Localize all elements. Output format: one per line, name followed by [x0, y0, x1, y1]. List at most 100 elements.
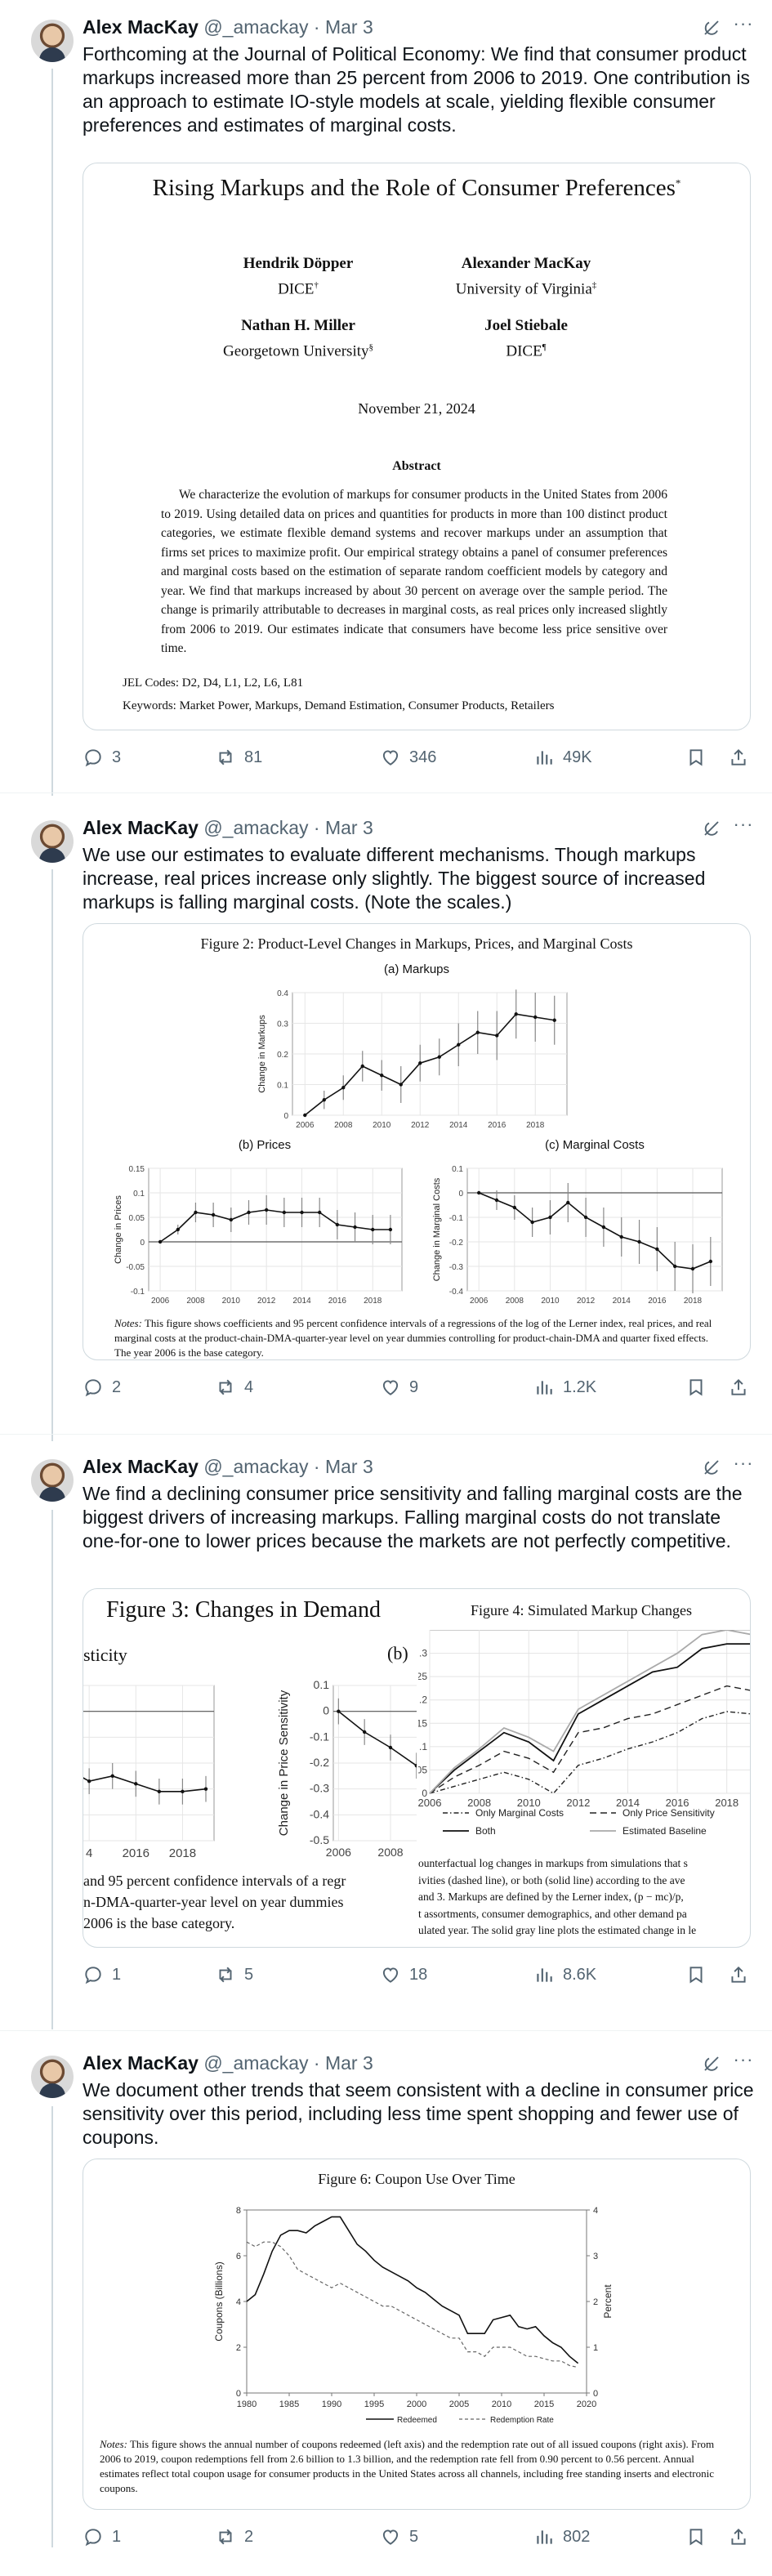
- figure-image[interactable]: Figure 2: Product-Level Changes in Marku…: [83, 923, 751, 1360]
- author-name-1: Hendrik Döpper: [243, 255, 354, 272]
- plot-frame: [466, 1167, 723, 1292]
- views-icon: [537, 1381, 552, 1395]
- x-tick-label: 2005: [449, 2400, 469, 2409]
- tweet[interactable]: Alex MacKay @_amackay · Mar 3 ··· We fin…: [0, 1440, 772, 2028]
- tweet-text: We document other trends that seem consi…: [83, 2079, 754, 2148]
- figure-4-note-line: ivities (dashed line), or both (solid li…: [418, 1873, 685, 1886]
- avatar[interactable]: [31, 2056, 74, 2098]
- bookmark-button[interactable]: [685, 745, 715, 770]
- data-point: [708, 1259, 713, 1264]
- avatar[interactable]: [31, 1459, 74, 1502]
- x-tick-label: 2006: [470, 1297, 489, 1306]
- views-button[interactable]: 49K: [533, 745, 592, 770]
- author-name[interactable]: Alex MacKay: [83, 16, 199, 38]
- share-button[interactable]: [728, 2525, 757, 2549]
- author-handle[interactable]: @_amackay: [203, 2052, 309, 2074]
- avatar[interactable]: [31, 820, 74, 863]
- share-button[interactable]: [728, 1962, 757, 1987]
- author-handle[interactable]: @_amackay: [203, 16, 309, 38]
- more-icon[interactable]: ···: [733, 13, 754, 33]
- grok-icon[interactable]: [702, 1458, 721, 1477]
- figure-image[interactable]: Figure 3: Changes in Demand sticity (b) …: [83, 1588, 751, 1948]
- x-tick-label: 2010: [541, 1297, 560, 1306]
- x-tick-label: 2016: [328, 1297, 347, 1306]
- x-tick-label: 2016: [488, 1121, 506, 1130]
- tweet-text: We use our estimates to evaluate differe…: [83, 844, 706, 913]
- x-tick-label: 2016: [123, 1846, 149, 1860]
- data-point: [530, 1220, 534, 1225]
- y-tick-label: -0.4: [310, 1807, 329, 1820]
- tweet-text: Forthcoming at the Journal of Political …: [83, 43, 750, 136]
- repost-icon: [219, 749, 232, 766]
- grok-icon[interactable]: [702, 18, 721, 38]
- reply-count: 2: [112, 1377, 122, 1396]
- tweet-header: Alex MacKay @_amackay · Mar 3 ···: [83, 1453, 754, 1477]
- y-tick-label: 0.1: [452, 1165, 463, 1174]
- paper-image[interactable]: Rising Markups and the Role of Consumer …: [83, 163, 751, 730]
- data-point: [371, 1227, 375, 1232]
- tweet-date[interactable]: Mar 3: [324, 817, 373, 838]
- data-point: [672, 1264, 677, 1269]
- data-point: [134, 1782, 138, 1786]
- repost-button[interactable]: 81: [215, 745, 262, 770]
- repost-button[interactable]: 2: [215, 2525, 253, 2549]
- data-point: [399, 1083, 403, 1087]
- author-handle[interactable]: @_amackay: [203, 817, 309, 838]
- share-button[interactable]: [728, 745, 757, 770]
- repost-count: 81: [244, 748, 263, 766]
- tweet-date[interactable]: Mar 3: [324, 1456, 373, 1477]
- avatar[interactable]: [31, 20, 74, 62]
- share-button[interactable]: [728, 1375, 757, 1400]
- data-point: [388, 1745, 393, 1750]
- reply-button[interactable]: 3: [83, 745, 121, 770]
- y-tick-label: -0.2: [310, 1756, 329, 1769]
- reply-button[interactable]: 1: [83, 2525, 121, 2549]
- author-handle[interactable]: @_amackay: [203, 1456, 309, 1477]
- data-point: [110, 1774, 114, 1779]
- views-button[interactable]: 1.2K: [533, 1375, 596, 1400]
- tweet-date[interactable]: Mar 3: [324, 2052, 373, 2074]
- more-icon[interactable]: ···: [733, 814, 754, 834]
- grok-icon[interactable]: [702, 819, 721, 838]
- bookmark-icon: [689, 749, 703, 766]
- reply-count: 1: [112, 1965, 122, 1984]
- bookmark-button[interactable]: [685, 1962, 715, 1987]
- like-button[interactable]: 346: [380, 745, 436, 770]
- author-name-3: Nathan H. Miller: [241, 317, 355, 334]
- more-icon[interactable]: ···: [733, 1453, 754, 1473]
- coupon-use-chart: 0 2 4 6 8 0 1 2 3 4 1980 1985 1990 1995 2000 2005 2010 20…: [213, 2206, 614, 2425]
- tweet[interactable]: Alex MacKay @_amackay · Mar 3 ··· We doc…: [0, 2036, 772, 2576]
- author-name[interactable]: Alex MacKay: [83, 817, 199, 838]
- tweet-actions: 1 5 18 8.6K: [83, 1962, 751, 1987]
- views-button[interactable]: 802: [533, 2525, 590, 2549]
- like-button[interactable]: 5: [380, 2525, 418, 2549]
- author-affil-4: DICE: [506, 342, 542, 360]
- like-button[interactable]: 18: [380, 1962, 427, 1987]
- like-button[interactable]: 9: [380, 1375, 418, 1400]
- thread-line: [51, 1510, 53, 2029]
- repost-button[interactable]: 5: [215, 1962, 253, 1987]
- y-tick-label: 6: [236, 2252, 241, 2261]
- reply-count: 1: [112, 2527, 122, 2546]
- views-button[interactable]: 8.6K: [533, 1962, 596, 1987]
- author-name[interactable]: Alex MacKay: [83, 1456, 199, 1477]
- y-tick-label: .1: [419, 1741, 427, 1752]
- reply-button[interactable]: 1: [83, 1962, 121, 1987]
- y-tick-label: 0.4: [277, 989, 288, 998]
- tweet[interactable]: Alex MacKay @_amackay · Mar 3 ··· We use…: [0, 801, 772, 1442]
- grok-icon[interactable]: [702, 2054, 721, 2074]
- data-point: [583, 1215, 588, 1220]
- y-tick-label: 0.1: [133, 1190, 145, 1199]
- repost-button[interactable]: 4: [215, 1375, 253, 1400]
- reply-button[interactable]: 2: [83, 1375, 121, 1400]
- bookmark-button[interactable]: [685, 2525, 715, 2549]
- tweet[interactable]: Alex MacKay @_amackay · Mar 3 ··· Forthc…: [0, 0, 772, 804]
- bookmark-button[interactable]: [685, 1375, 715, 1400]
- figure-title: Figure 6: Coupon Use Over Time: [318, 2171, 515, 2187]
- figure-image[interactable]: Figure 6: Coupon Use Over Time 0 2 4 6 8 0 1 2 3…: [83, 2159, 751, 2510]
- views-count: 8.6K: [563, 1965, 597, 1984]
- tweet-date[interactable]: Mar 3: [324, 16, 373, 38]
- author-name[interactable]: Alex MacKay: [83, 2052, 199, 2074]
- more-icon[interactable]: ···: [733, 2049, 754, 2069]
- data-point: [341, 1086, 346, 1090]
